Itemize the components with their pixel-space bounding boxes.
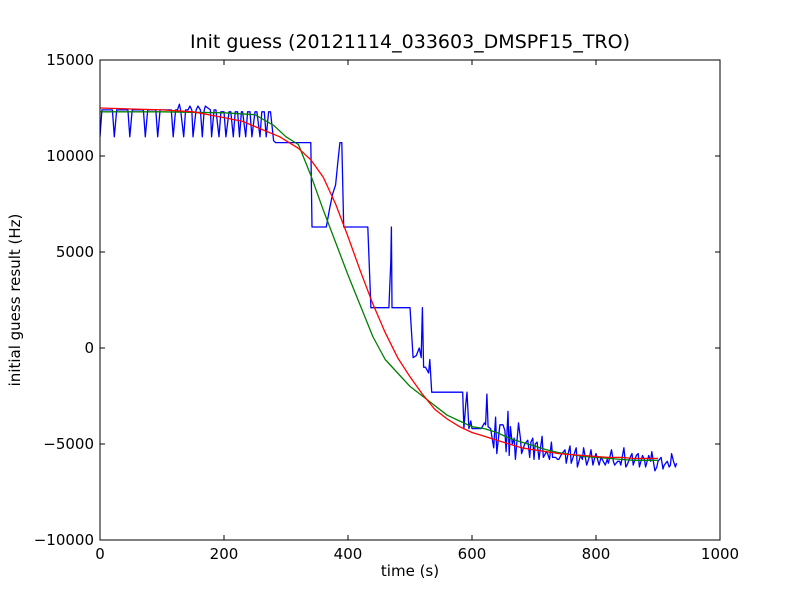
- y-tick-label: 10000: [46, 147, 94, 165]
- x-tick-label: 800: [582, 545, 611, 563]
- tick-layer: 0 200 400 600 800 1000 −10000 −5000 0 5000 10000 15…: [34, 51, 739, 563]
- plot-area: [100, 60, 720, 540]
- series-layer: [100, 103, 678, 472]
- y-tick-label: −10000: [34, 531, 94, 549]
- y-axis-label: initial guess result (Hz): [6, 214, 24, 387]
- series-line-3: [100, 107, 658, 460]
- y-tick-label: 0: [84, 339, 94, 357]
- y-tick-label: 5000: [56, 243, 94, 261]
- x-tick-label: 1000: [701, 545, 739, 563]
- series-line-1: [100, 103, 678, 472]
- y-tick-label: 15000: [46, 51, 94, 69]
- x-axis-label: time (s): [381, 562, 439, 580]
- x-tick-label: 0: [95, 545, 105, 563]
- series-line-2: [100, 111, 658, 461]
- x-tick-label: 200: [210, 545, 239, 563]
- x-tick-label: 400: [334, 545, 363, 563]
- chart-title: Init guess (20121114_033603_DMSPF15_TRO): [190, 31, 630, 53]
- plot-frame: [99, 59, 721, 541]
- x-tick-label: 600: [458, 545, 487, 563]
- y-tick-label: −5000: [43, 435, 94, 453]
